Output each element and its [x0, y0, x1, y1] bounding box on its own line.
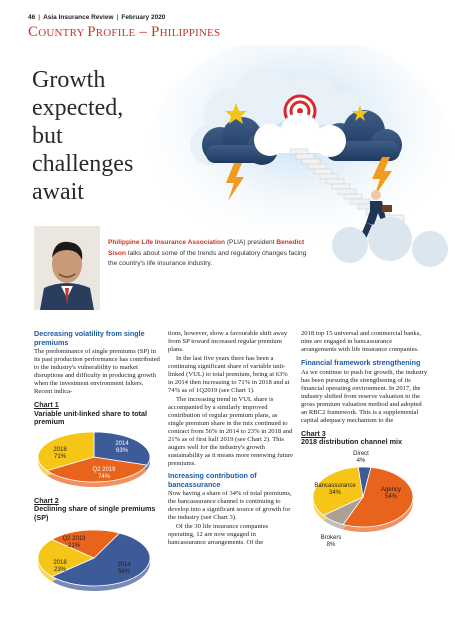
- column-2: tions, however, show a favourable shift …: [168, 330, 294, 548]
- intro-organization-abbr: (PLIA) president: [226, 239, 275, 246]
- chart3-title: 2018 distribution channel mix: [301, 437, 403, 446]
- column-3: 2018 top 15 universal and commercial ban…: [301, 330, 429, 550]
- lightning-left-icon: [226, 163, 244, 201]
- paragraph: Of the 30 life insurance companies opera…: [168, 523, 269, 546]
- publication-name: Asia Insurance Review: [43, 14, 114, 21]
- article-intro: Philippine Life Insurance Association (P…: [108, 238, 308, 270]
- chart1-label: Chart 1: [34, 400, 59, 409]
- paragraph: In the last five years there has been a …: [168, 355, 290, 394]
- pie-slice-2014: [93, 431, 151, 466]
- issue-date: February 2020: [121, 14, 166, 21]
- star-right-icon: [352, 105, 368, 121]
- star-left-icon: [225, 103, 247, 124]
- subhead-bancassurance: Increasing contribution of bancassurance: [168, 471, 257, 489]
- hero-illustration: [150, 45, 450, 267]
- pie-slice-2018: [37, 431, 95, 471]
- pie-slice-q2-2019: [51, 529, 121, 559]
- pie-label-2014: 2014 63%: [115, 441, 129, 454]
- chart2-title: Declining share of single premiums (SP): [34, 504, 156, 522]
- pie-label-brokers: Brokers 8%: [321, 535, 342, 547]
- briefcase-icon: [382, 205, 392, 212]
- intro-text: talks about some of the trends and regul…: [108, 249, 307, 268]
- pie-label-2018: 2018 23%: [53, 560, 67, 573]
- chart1-pie: 2014 63% Q2 2019 74% 2018 71%: [37, 431, 151, 487]
- pie-label-2018: 2018 71%: [53, 447, 67, 460]
- chart3-label: Chart 3: [301, 428, 326, 438]
- pie-label-q2-2019: Q2 2019 74%: [92, 467, 116, 480]
- pie-label-q2-2019: Q2 2019 21%: [62, 536, 86, 549]
- intro-organization: Philippine Life Insurance Association: [108, 239, 226, 246]
- header-separator: |: [116, 14, 119, 21]
- paragraph: The increasing trend in VUL share is acc…: [168, 396, 293, 467]
- pie-label-direct: Direct 4%: [353, 451, 369, 464]
- paragraph: The predominance of single premiums (SP)…: [34, 348, 160, 395]
- pie-slice-2014: [51, 532, 151, 587]
- chart2-pie: 2014 56% 2018 23% Q2 2019 21%: [37, 529, 151, 591]
- pie-slice-2018: [37, 539, 95, 577]
- page-number: 46: [28, 14, 36, 21]
- author-portrait: [34, 226, 100, 310]
- subhead-volatility: Decreasing volatility from single premiu…: [34, 329, 145, 347]
- pie-label-2014: 2014 56%: [117, 562, 131, 575]
- intro-person: Benedict Sison: [108, 239, 305, 257]
- running-header: 46 | Asia Insurance Review | February 2020: [28, 14, 165, 21]
- chart2-label: Chart 2: [34, 495, 59, 505]
- article-headline: Growth expected, but challenges await: [32, 67, 134, 205]
- paragraph: tions, however, show a favourable shift …: [168, 330, 288, 353]
- pie-slice-q2-2019: [46, 456, 148, 482]
- column-1: Decreasing volatility from single premiu…: [34, 329, 160, 599]
- pie-label-bancassurance: Bancassurance 34%: [314, 483, 356, 496]
- pie-label-agency: Agency 54%: [381, 487, 401, 500]
- pie-slice-direct: [357, 466, 372, 497]
- paragraph: Now having a share of 34% of total premi…: [168, 490, 292, 521]
- pie-slice-bancassurance: [312, 466, 364, 516]
- paragraph: 2018 top 15 universal and commercial ban…: [301, 330, 421, 353]
- chart1-title: Variable unit-linked share to total prem…: [34, 408, 148, 426]
- pie-slice-agency: [342, 466, 414, 527]
- subhead-financial-framework: Financial framework strengthening: [301, 358, 421, 367]
- section-title: COUNTRY PROFILE – PHILIPPINES: [28, 24, 221, 40]
- chart3-pie: Agency 54% Brokers 8% Bancassurance 34% Direct…: [312, 451, 414, 548]
- paragraph: As we continue to push for growth, the i…: [301, 368, 428, 424]
- lightning-right-icon: [372, 157, 392, 197]
- header-separator: |: [38, 14, 41, 21]
